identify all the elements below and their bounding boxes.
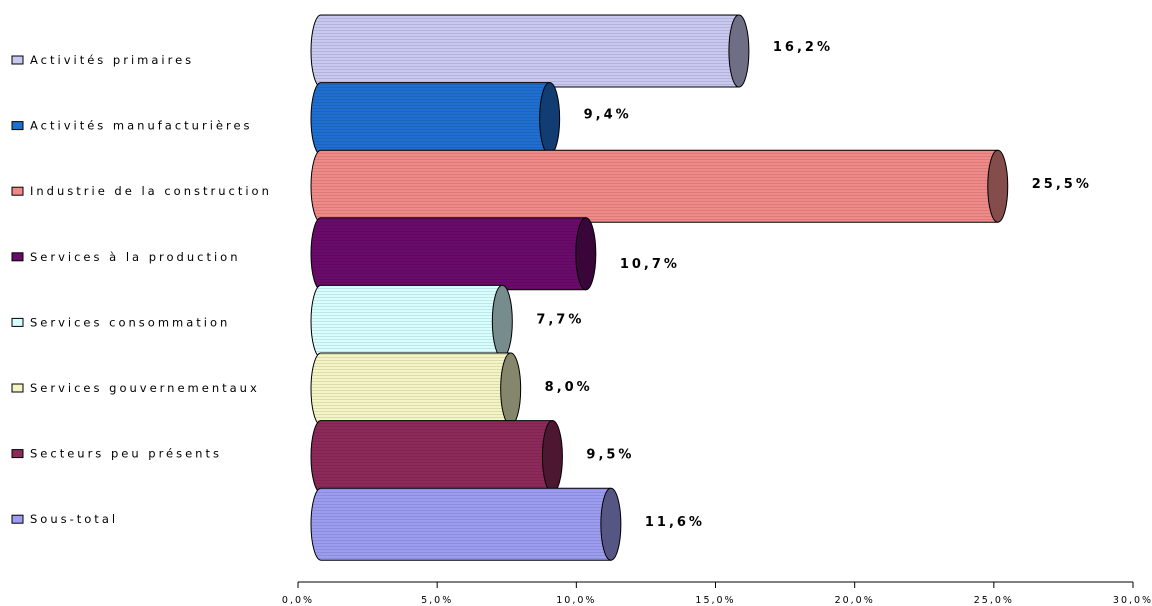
legend-swatch [11,121,24,131]
bar-8: 11,6% [310,487,705,561]
legend-label: Services à la production [30,250,241,264]
legend-item-6: Services gouvernementaux [11,381,260,395]
bar-4: 10,7% [310,217,680,291]
legend-swatch [11,186,24,196]
x-tick-label: 30,0% [1113,595,1152,606]
legend-swatch [11,514,24,524]
legend-label: Services gouvernementaux [30,381,260,395]
legend: Activités primaires Activités manufacturi… [11,53,272,526]
legend-label: Services consommation [30,315,230,329]
value-label: 25,5% [1032,177,1092,192]
value-label: 16,2% [773,40,833,55]
value-label: 11,6% [645,515,705,530]
legend-item-4: Services à la production [11,250,241,264]
x-tick-label: 10,0% [556,595,596,606]
bar-hatch [311,353,511,425]
bar-end-cap [491,284,513,358]
bar-7: 9,5% [310,420,634,494]
x-tick-label: 0,0% [282,595,314,606]
value-label: 9,5% [586,448,634,463]
bar-end-cap [539,82,561,156]
bar-end-cap [728,14,750,88]
legend-item-7: Secteurs peu présents [11,447,222,461]
bar-3: 25,5% [310,149,1092,223]
bar-hatch [311,15,739,87]
x-tick-label: 20,0% [835,595,875,606]
legend-swatch [11,252,24,262]
bar-5: 7,7% [310,284,584,358]
x-tick-label: 25,0% [974,595,1014,606]
bar-end-cap [600,487,622,561]
value-label: 10,7% [620,257,680,272]
bar-end-cap [987,149,1009,223]
bar-2: 9,4% [310,82,632,156]
bar-6: 8,0% [310,352,593,426]
legend-swatch [11,449,24,459]
x-tick-label: 5,0% [421,595,453,606]
legend-item-8: Sous-total [11,512,118,526]
legend-item-1: Activités primaires [11,53,194,67]
bar-end-cap [500,352,522,426]
legend-label: Secteurs peu présents [30,447,222,461]
bars: 16,2% 9,4% 25,5% 10,7% 7,7% 8,0% 9,5% 11,6% [310,14,1092,561]
bar-hatch [311,285,503,358]
bar-end-cap [575,217,597,291]
legend-swatch [11,55,24,65]
bar-hatch [311,150,998,223]
legend-label: Activités manufacturières [30,119,253,133]
legend-label: Industrie de la construction [30,184,272,198]
value-label: 8,0% [545,380,593,395]
value-label: 7,7% [536,312,584,327]
legend-item-2: Activités manufacturières [11,119,253,133]
legend-label: Activités primaires [30,53,194,67]
bar-end-cap [541,420,563,494]
legend-swatch [11,317,24,327]
bar-hatch [311,420,553,493]
bar-hatch [311,82,550,155]
legend-swatch [11,383,24,393]
bar-1: 16,2% [310,14,833,88]
legend-item-3: Industrie de la construction [11,184,272,198]
bar-hatch [311,488,611,561]
bar-hatch [311,217,586,290]
value-label: 9,4% [584,108,632,123]
legend-item-5: Services consommation [11,315,230,329]
legend-label: Sous-total [30,512,118,526]
x-tick-label: 15,0% [695,595,735,606]
x-axis: 0,0% 5,0% 10,0% 15,0% 20,0% 25,0% 30,0% [282,581,1152,606]
